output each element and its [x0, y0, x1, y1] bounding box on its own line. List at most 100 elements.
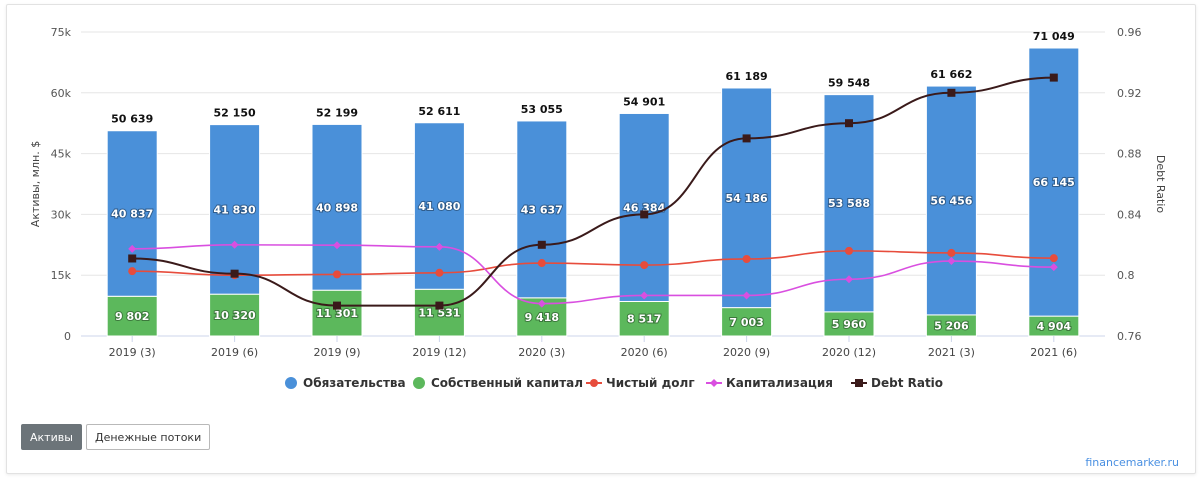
capitalization-marker: [128, 244, 137, 253]
total-label: 52 199: [316, 106, 358, 119]
total-label: 59 548: [828, 77, 870, 90]
legend-capitalization-symbol: [710, 379, 718, 387]
capitalization-marker: [333, 241, 341, 250]
cashflows-button[interactable]: Денежные потоки: [86, 424, 211, 450]
debt-ratio-marker: [537, 240, 546, 249]
y-right-tick: 0.84: [1117, 208, 1142, 221]
total-label: 50 639: [111, 113, 153, 126]
y-right-title: Debt Ratio: [1154, 155, 1167, 214]
equity-label: 5 960: [832, 318, 867, 331]
equity-bar: [209, 293, 261, 337]
y-left-tick: 75k: [51, 26, 72, 39]
capitalization-marker: [947, 257, 956, 266]
total-label: 53 055: [521, 103, 563, 116]
liabilities-bar: [413, 122, 465, 290]
equity-bar: [311, 289, 363, 337]
net-debt-marker: [435, 268, 444, 277]
debt-ratio-marker: [435, 301, 444, 310]
chart-canvas: 0 15k 30k 45k 60k 75k 0.76 0.8 0.84 0.88 0.92 0.96 А…: [29, 26, 1167, 390]
capitalization-marker: [742, 291, 751, 300]
liabilities-bar: [925, 85, 977, 316]
liabilities-label: 54 186: [726, 192, 768, 205]
liabilities-label: 40 837: [111, 208, 153, 221]
liabilities-label: 43 637: [521, 203, 563, 216]
x-tick-label: 2020 (6): [621, 346, 668, 359]
total-label: 54 901: [623, 95, 665, 108]
debt-ratio-marker: [1049, 73, 1058, 82]
x-tick-label: 2019 (12): [412, 346, 466, 359]
x-tick-label: 2020 (12): [822, 346, 876, 359]
net-debt-marker: [128, 267, 137, 276]
total-label: 61 662: [930, 68, 972, 81]
legend-liabilities-symbol: [285, 377, 297, 389]
equity-label: 9 802: [115, 310, 149, 323]
capitalization-marker: [435, 242, 444, 251]
x-tick-label: 2021 (6): [1030, 346, 1077, 359]
y-right-tick: 0.8: [1117, 269, 1135, 282]
equity-label: 10 320: [214, 309, 256, 322]
chart-card: 0 15k 30k 45k 60k 75k 0.76 0.8 0.84 0.88 0.92 0.96 А…: [6, 4, 1196, 474]
equity-label: 11 301: [316, 307, 358, 320]
legend-equity-label: Собственный капитал: [431, 376, 583, 390]
capitalization-marker: [640, 291, 649, 300]
y-left-tick: 60k: [51, 87, 72, 100]
liabilities-bar: [311, 123, 363, 291]
equity-bar: [413, 288, 465, 337]
capitalization-marker: [1049, 263, 1058, 272]
debt-ratio-line: [132, 76, 1054, 307]
net-debt-marker: [640, 261, 649, 270]
equity-label: 9 418: [525, 311, 559, 324]
liabilities-label: 53 588: [828, 197, 870, 210]
liabilities-bar: [618, 112, 670, 302]
debt-ratio-marker: [947, 88, 956, 97]
x-tick-label: 2019 (9): [313, 346, 360, 359]
debt-ratio-marker: [230, 269, 239, 278]
x-tick-label: 2020 (3): [518, 346, 565, 359]
net-debt-marker: [947, 248, 956, 257]
debt-ratio-marker: [845, 119, 853, 128]
x-tick-label: 2021 (3): [928, 346, 975, 359]
y-left-tick: 0: [64, 330, 71, 343]
legend-liabilities-label: Обязательства: [303, 376, 406, 390]
equity-label: 5 206: [934, 319, 969, 332]
debt-ratio-marker: [742, 134, 751, 143]
debt-ratio-marker: [128, 254, 137, 263]
legend-debt-ratio-label: Debt Ratio: [871, 376, 943, 390]
equity-label: 7 003: [729, 316, 763, 329]
liabilities-bar: [1028, 47, 1080, 317]
total-label: 61 189: [726, 70, 768, 83]
net-debt-marker: [333, 270, 341, 279]
net-debt-marker: [742, 254, 751, 263]
liabilities-label: 46 384: [623, 201, 665, 214]
legend-capitalization-label: Капитализация: [726, 376, 833, 390]
y-left-tick: 30k: [51, 208, 72, 221]
x-tick-label: 2019 (6): [211, 346, 258, 359]
credit-link[interactable]: financemarker.ru: [1085, 456, 1179, 469]
y-left-title: Активы, млн. $: [29, 141, 42, 227]
x-tick-label: 2020 (9): [723, 346, 770, 359]
equity-label: 4 904: [1037, 320, 1072, 333]
liabilities-label: 41 080: [418, 200, 460, 213]
capitalization-marker: [845, 275, 853, 284]
y-left-tick: 45k: [51, 148, 72, 161]
liabilities-label: 66 145: [1033, 176, 1075, 189]
assets-button[interactable]: Активы: [21, 424, 82, 450]
debt-ratio-marker: [640, 210, 649, 219]
y-right-tick: 0.88: [1117, 148, 1142, 161]
legend-equity-symbol: [413, 377, 425, 389]
y-right-tick: 0.76: [1117, 330, 1142, 343]
legend-net-debt-symbol: [590, 379, 598, 387]
liabilities-bar: [209, 124, 261, 295]
liabilities-label: 56 456: [930, 194, 972, 207]
legend-debt-ratio-symbol: [855, 379, 863, 387]
net-debt-line: [132, 250, 1054, 277]
liabilities-label: 40 898: [316, 201, 358, 214]
x-tick-label: 2019 (3): [109, 346, 156, 359]
y-right-tick: 0.96: [1117, 26, 1142, 39]
total-label: 71 049: [1033, 30, 1075, 43]
net-debt-marker: [845, 246, 853, 255]
capitalization-marker: [230, 240, 239, 249]
capitalization-line: [132, 243, 1054, 305]
net-debt-marker: [1049, 254, 1058, 263]
y-left-tick: 15k: [51, 269, 72, 282]
